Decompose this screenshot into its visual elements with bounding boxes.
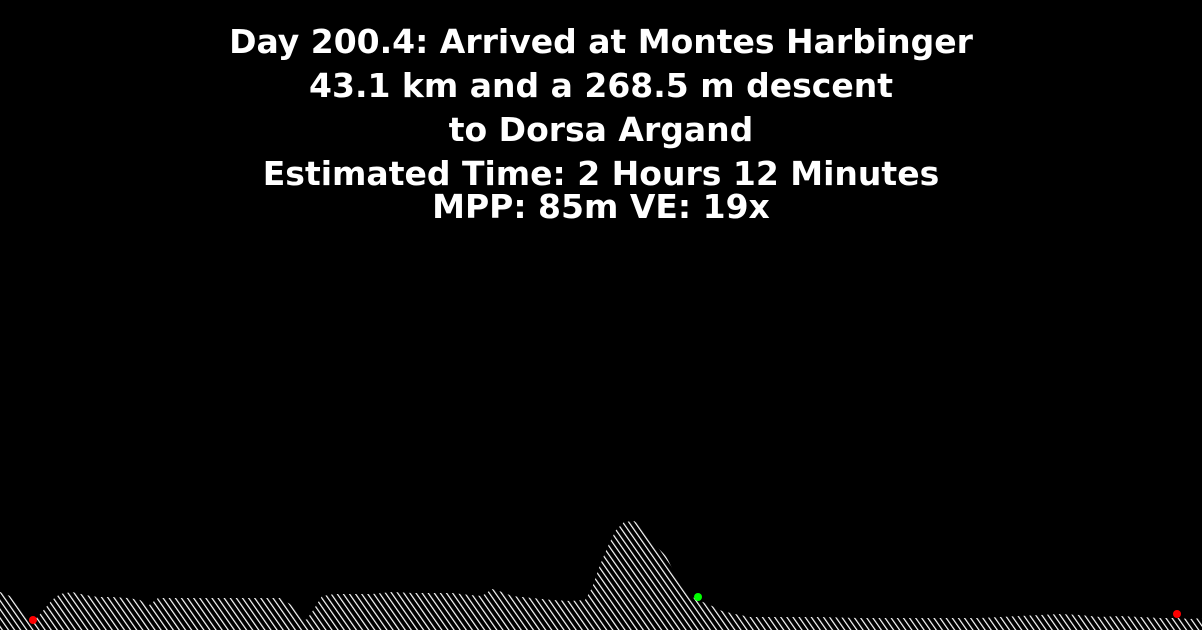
destination-marker [1173, 610, 1181, 618]
terrain-silhouette [0, 521, 1202, 630]
estimated-time-text: Estimated Time: 2 Hours 12 Minutes [262, 154, 940, 193]
distance-descent-text: 43.1 km and a 268.5 m descent [309, 66, 893, 105]
mpp-ve-text: MPP: 85m VE: 19x [432, 187, 770, 226]
current-position-marker [694, 593, 702, 601]
route-info-header: Day 200.4: Arrived at Montes Harbinger 4… [0, 20, 1202, 224]
destination-text: to Dorsa Argand [448, 110, 754, 149]
start-marker [29, 616, 37, 624]
day-arrival-title: Day 200.4: Arrived at Montes Harbinger [229, 22, 973, 61]
